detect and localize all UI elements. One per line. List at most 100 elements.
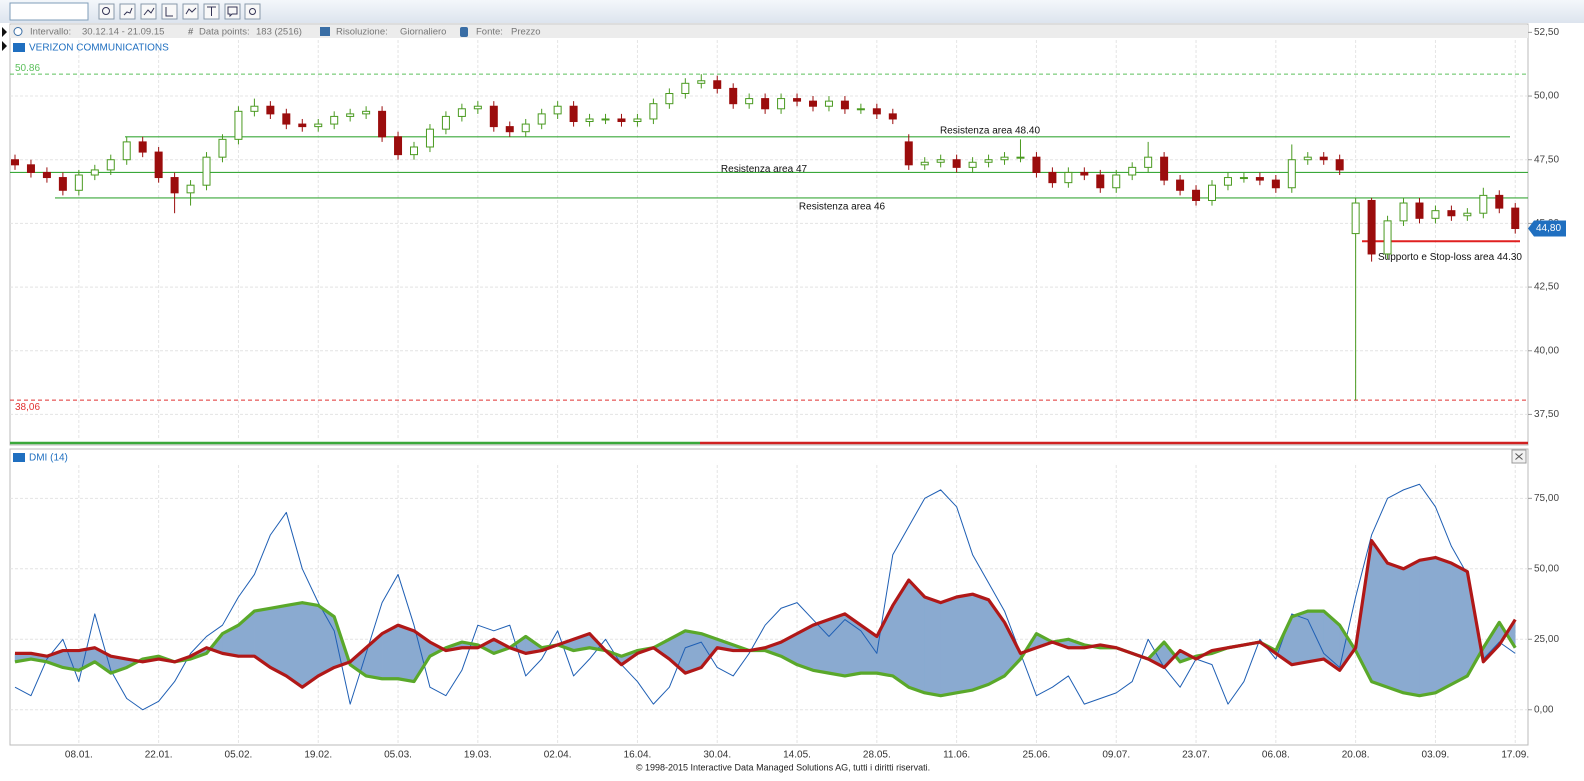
- candle-body: [920, 161, 929, 166]
- candle-body: [840, 100, 849, 110]
- dmi-fill: [972, 593, 989, 691]
- candle-body: [378, 110, 387, 138]
- tool-compare[interactable]: [182, 3, 199, 20]
- x-tick-label: 14.05.: [783, 750, 811, 761]
- candle-body: [1335, 159, 1344, 171]
- x-tick-label: 03.09.: [1422, 750, 1450, 761]
- candle-body: [617, 118, 626, 123]
- dmi-fill: [956, 593, 973, 694]
- x-tick-label: 20.08.: [1342, 750, 1370, 761]
- points-value: 183 (2516): [256, 27, 302, 38]
- candle-body: [697, 80, 706, 84]
- candle-body: [298, 123, 307, 128]
- candle-body: [1176, 179, 1185, 191]
- candle-body: [968, 161, 977, 168]
- candle-body: [777, 98, 786, 110]
- y-tick-label: 50,00: [1534, 563, 1559, 574]
- x-tick-label: 06.08.: [1262, 750, 1290, 761]
- level-label: Supporto e Stop-loss area 44.30: [1378, 252, 1522, 263]
- tool-settings[interactable]: [244, 3, 261, 20]
- candle-body: [1447, 210, 1456, 217]
- candle-body: [1192, 189, 1201, 201]
- candle-body: [872, 108, 881, 115]
- dmi-fill: [1387, 562, 1404, 694]
- dmi-fill: [828, 613, 846, 677]
- candle-body: [713, 80, 722, 89]
- dmi-fill: [1419, 557, 1436, 696]
- candle-body: [553, 105, 562, 115]
- candle-body: [1303, 156, 1312, 161]
- tool-scatter[interactable]: [119, 3, 136, 20]
- level-label: Resistenza area 46: [799, 202, 886, 213]
- x-tick-label: 17.09.: [1501, 750, 1529, 761]
- candle-body: [681, 82, 690, 94]
- resolution-value: Giornaliero: [400, 27, 446, 38]
- candle-body: [1160, 156, 1169, 181]
- candle-body: [138, 141, 147, 153]
- candle-body: [218, 138, 227, 158]
- candle-body: [569, 105, 578, 123]
- candle-body: [282, 113, 291, 125]
- x-tick-label: 25.06.: [1023, 750, 1051, 761]
- panel-arrows[interactable]: [2, 27, 7, 51]
- candle-body: [936, 159, 945, 163]
- candle-body: [1351, 202, 1360, 235]
- level-label: Resistenza area 47: [721, 164, 808, 175]
- candle-body: [729, 87, 738, 105]
- candle-body: [1208, 184, 1216, 201]
- candle-body: [250, 105, 259, 112]
- candle-body: [410, 146, 418, 156]
- x-tick-label: 16.04.: [624, 750, 652, 761]
- toolbar: [0, 0, 1584, 23]
- candle-body: [425, 128, 434, 148]
- x-tick-label: 22.01.: [145, 750, 173, 761]
- footer: © 1998-2015 Interactive Data Managed Sol…: [636, 762, 930, 772]
- candle-body: [202, 156, 211, 186]
- y-tick-label: 47,50: [1534, 154, 1559, 165]
- candle-body: [1144, 156, 1153, 168]
- y-tick-label: 37,50: [1534, 409, 1559, 420]
- dmi-legend-swatch: [13, 453, 25, 462]
- dmi-fill: [397, 624, 415, 682]
- y-tick-label: 75,00: [1534, 493, 1559, 504]
- x-tick-label: 11.06.: [943, 750, 970, 761]
- y-tick-label: 52,50: [1534, 27, 1559, 38]
- candle-body: [170, 177, 179, 194]
- candle-body: [1223, 177, 1232, 186]
- dmi-fill: [940, 596, 957, 696]
- y-tick-label: 0,00: [1534, 704, 1554, 715]
- candle-body: [1000, 156, 1009, 161]
- tool-note[interactable]: [224, 3, 241, 20]
- candle-body: [761, 98, 770, 110]
- candle-body: [314, 123, 323, 128]
- dmi-fill: [302, 602, 319, 688]
- dmi-line: [15, 539, 1517, 689]
- dmi-fill: [270, 605, 287, 677]
- close-button[interactable]: [1511, 449, 1527, 464]
- candle-body: [665, 92, 674, 105]
- last-price-label: 44,80: [1536, 223, 1561, 234]
- symbol-input[interactable]: [9, 2, 89, 21]
- candle-body: [489, 105, 498, 128]
- dmi-fill: [924, 596, 941, 696]
- candle-body: [186, 184, 195, 194]
- interval-value: 30.12.14 - 21.09.15: [82, 27, 164, 38]
- candle-body: [1112, 174, 1121, 189]
- reference-label: 38,06: [15, 402, 40, 413]
- candle-body: [457, 108, 466, 117]
- resolution-label: Risoluzione:: [336, 27, 388, 38]
- candle-body: [521, 123, 530, 133]
- tool-line[interactable]: [140, 3, 157, 20]
- dmi-legend: DMI (14): [29, 453, 68, 464]
- candle-body: [1271, 179, 1280, 189]
- candle-body: [11, 159, 19, 166]
- price-legend: VERIZON COMMUNICATIONS: [29, 43, 169, 54]
- candle-body: [90, 169, 99, 176]
- candle-body: [1367, 199, 1376, 255]
- candle-body: [505, 126, 514, 133]
- tool-zoom[interactable]: [98, 3, 115, 20]
- candle-body: [904, 141, 913, 166]
- tool-indicator[interactable]: [161, 3, 178, 20]
- source-label: Fonte:: [476, 27, 503, 38]
- interval-label: Intervallo:: [30, 27, 71, 38]
